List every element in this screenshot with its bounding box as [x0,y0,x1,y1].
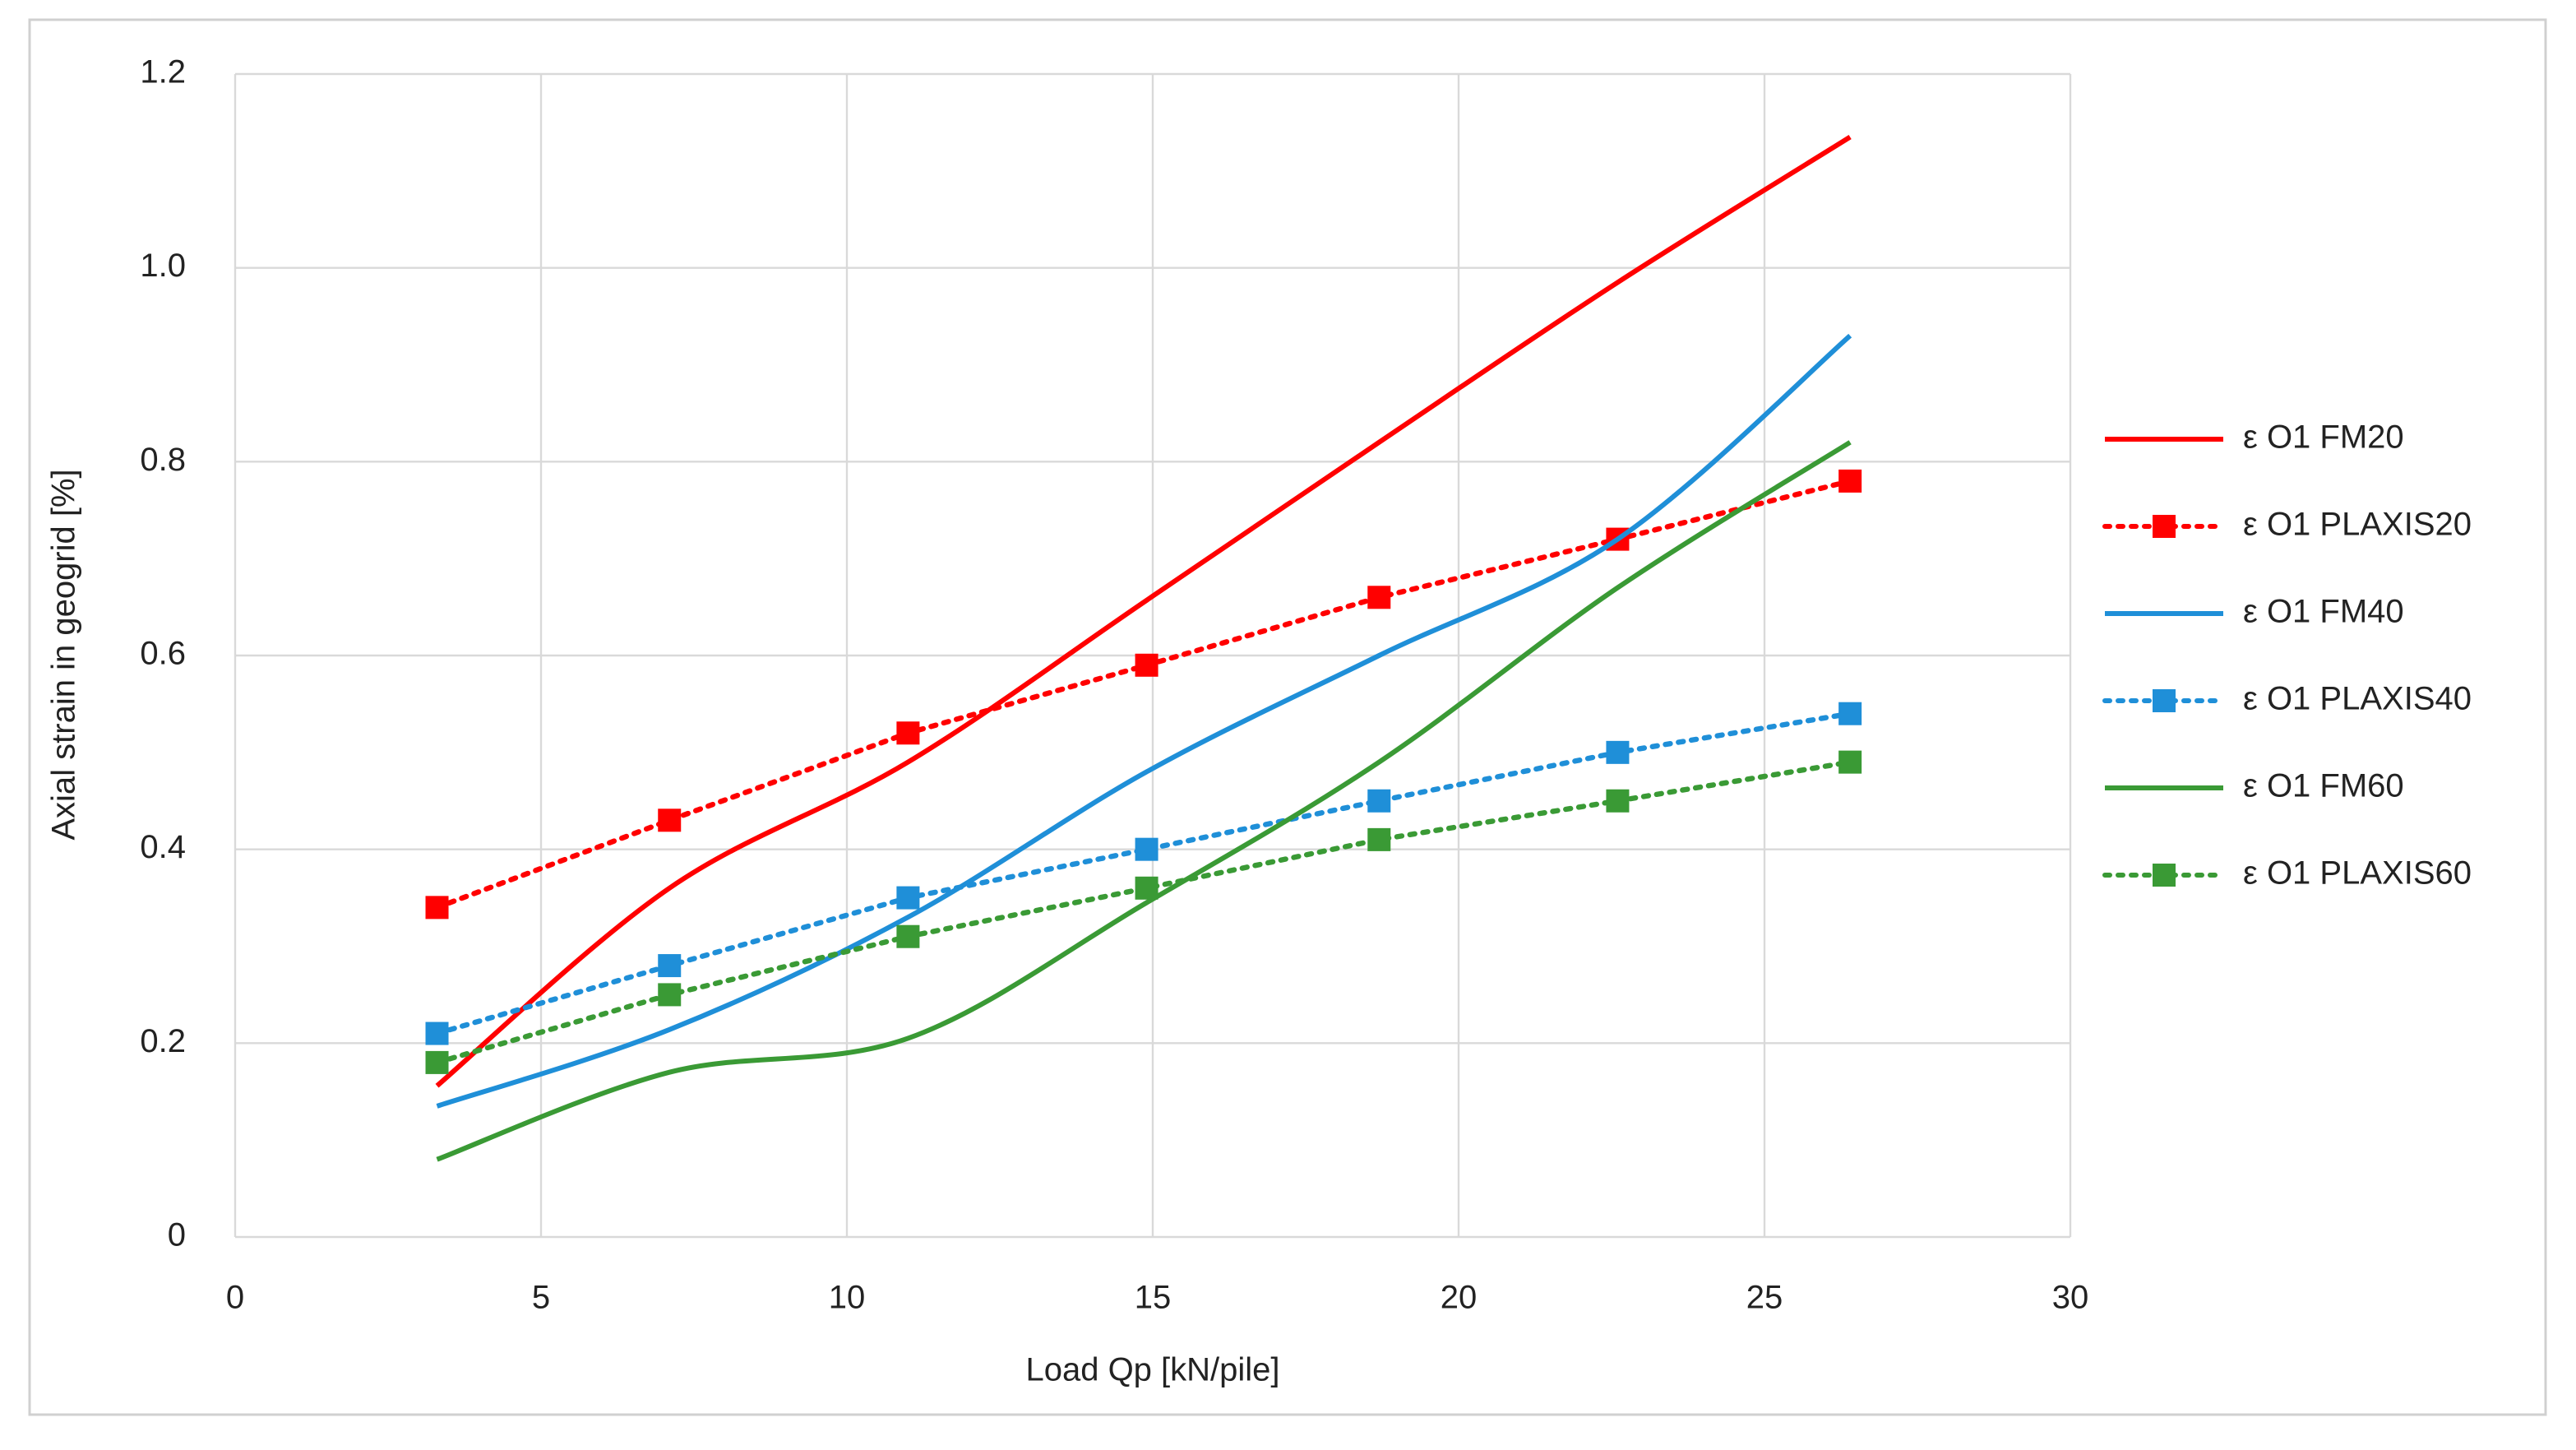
legend-marker [2153,689,2176,712]
y-tick-label: 0.8 [140,442,186,478]
series-line [436,440,1852,1162]
marker [896,924,920,948]
legend-marker [2153,515,2176,538]
y-tick-label: 0 [168,1217,186,1253]
legend-label: ε O1 FM20 [2243,419,2404,456]
marker [658,954,682,978]
y-tick-label: 0.2 [140,1023,186,1059]
marker [425,1021,449,1045]
marker [1838,702,1862,725]
x-tick-label: 25 [1746,1280,1783,1316]
x-tick-label: 0 [226,1280,244,1316]
y-tick-label: 1.0 [140,248,186,284]
x-tick-label: 15 [1135,1280,1172,1316]
marker [1367,586,1391,609]
legend-marker [2153,864,2176,887]
marker [1135,837,1159,861]
x-tick-label: 20 [1441,1280,1478,1316]
marker [1606,789,1630,813]
marker [425,1050,449,1074]
marker [1367,789,1391,813]
x-tick-label: 5 [532,1280,550,1316]
y-tick-label: 1.2 [140,54,186,90]
marker [658,983,682,1007]
chart-border [28,18,2547,1416]
marker [1606,740,1630,764]
y-tick-label: 0.4 [140,829,186,865]
series-line [436,333,1852,1109]
marker [1838,469,1862,493]
marker [1838,750,1862,774]
marker [1135,876,1159,900]
legend-label: ε O1 PLAXIS20 [2243,507,2472,543]
marker [658,808,682,832]
x-tick-label: 10 [829,1280,866,1316]
y-axis-title: Axial strain in geogrid [%] [46,469,82,840]
x-tick-label: 30 [2052,1280,2089,1316]
legend-label: ε O1 FM60 [2243,768,2404,804]
legend-label: ε O1 PLAXIS60 [2243,855,2472,892]
marker [896,721,920,745]
marker [1367,827,1391,851]
legend-label: ε O1 FM40 [2243,594,2404,630]
x-axis-title: Load Qp [kN/pile] [1025,1352,1279,1388]
marker [896,886,920,910]
marker [425,896,449,920]
series-line [435,135,1852,1088]
legend-label: ε O1 PLAXIS40 [2243,681,2472,717]
marker [1135,653,1159,677]
y-tick-label: 0.6 [140,636,186,672]
